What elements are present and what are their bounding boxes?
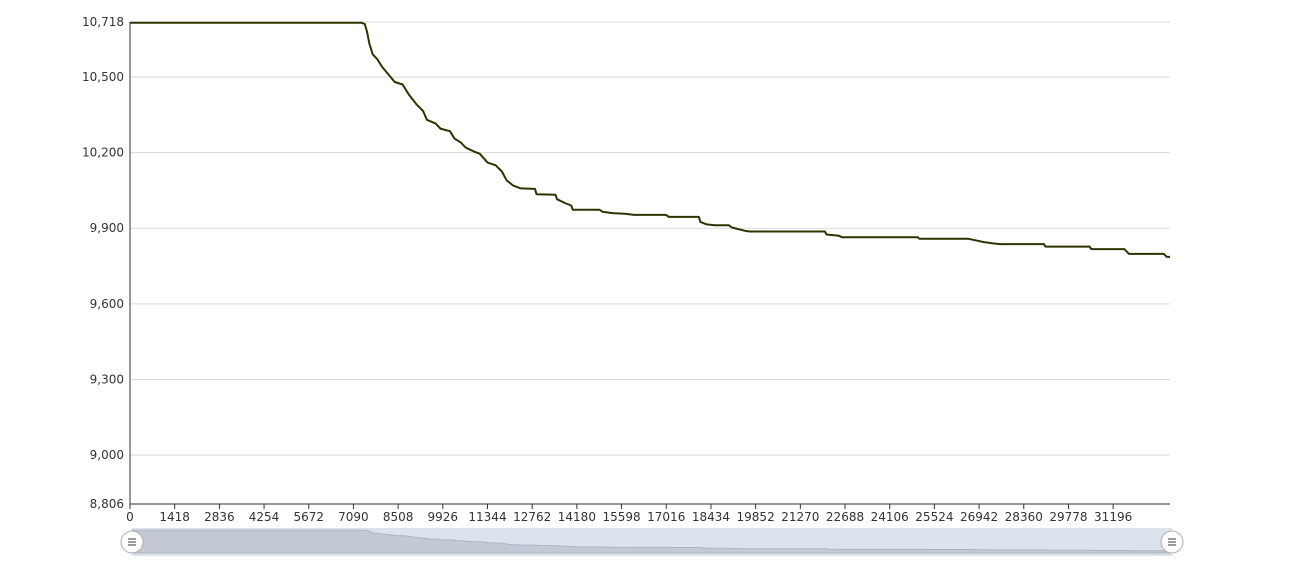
y-axis-ticks: 10,718 10,500 10,200 9,900 9,600 9,300 9,000 8,… [82,15,124,511]
x-tick-label: 19852 [737,510,775,524]
x-tick-label: 0 [126,510,134,524]
grid-lines [130,21,1170,456]
y-tick-label: 10,718 [82,15,124,29]
x-tick-label: 9926 [428,510,459,524]
y-tick-label: 9,900 [90,221,124,235]
x-tick-label: 4254 [249,510,280,524]
series-layer [130,21,1170,258]
y-tick-label: 10,200 [82,146,124,160]
x-tick-label: 17016 [647,510,685,524]
x-tick-label: 1418 [159,510,190,524]
y-tick-label: 9,000 [90,448,124,462]
navigator-series-area [131,529,1173,554]
x-tick-label: 26942 [960,510,998,524]
navigator-right-handle[interactable] [1160,530,1184,554]
x-tick-label: 2836 [204,510,235,524]
x-tick-label: 11344 [468,510,506,524]
x-tick-label: 21270 [781,510,819,524]
navigator-left-handle[interactable] [120,530,144,554]
x-tick-label: 18434 [692,510,730,524]
y-tick-label: 9,300 [90,372,124,386]
navigator[interactable] [120,528,1184,556]
x-tick-label: 31196 [1094,510,1132,524]
x-axis-ticks: 0 1418 2836 4254 5672 7090 8508 9926 11344 12762 1… [126,504,1132,524]
x-tick-label: 12762 [513,510,551,524]
series-line [130,21,1170,258]
x-tick-label: 28360 [1005,510,1043,524]
y-tick-label: 10,500 [82,70,124,84]
x-tick-label: 24106 [871,510,909,524]
x-tick-label: 22688 [826,510,864,524]
x-tick-label: 29778 [1049,510,1087,524]
x-tick-label: 25524 [915,510,953,524]
x-tick-label: 8508 [383,510,414,524]
x-tick-label: 7090 [338,510,369,524]
y-tick-label: 9,600 [90,297,124,311]
x-tick-label: 5672 [293,510,324,524]
y-tick-label: 8,806 [90,497,124,511]
x-tick-label: 14180 [558,510,596,524]
x-tick-label: 15598 [602,510,640,524]
